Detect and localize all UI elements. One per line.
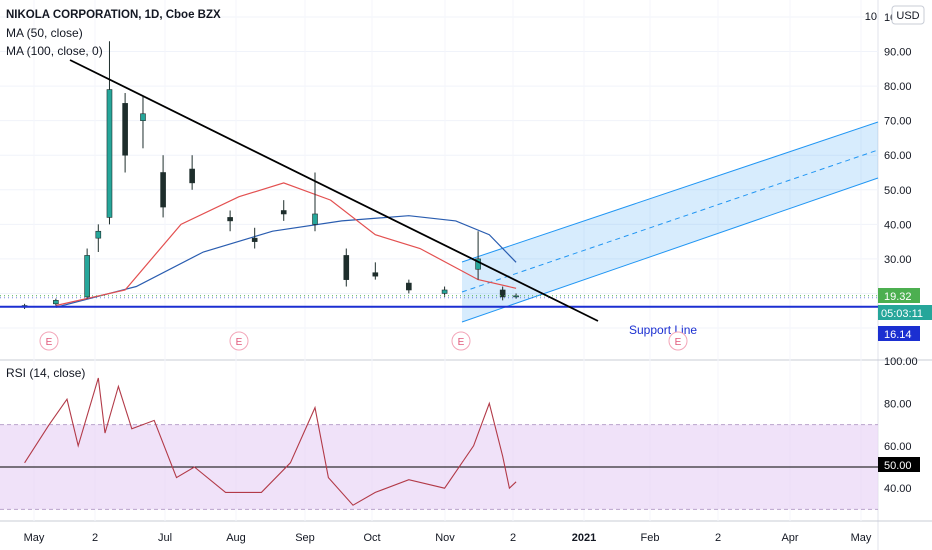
descending-trend-line[interactable] xyxy=(69,59,599,322)
rsi-tick-label: 40.00 xyxy=(884,483,912,495)
chart-title: NIKOLA CORPORATION, 1D, Cboe BZX xyxy=(6,9,221,21)
channel-fill xyxy=(462,122,878,322)
support-line-label: Support Line xyxy=(629,323,697,337)
price-tick-label: 30.00 xyxy=(884,254,912,266)
candle-body[interactable] xyxy=(122,103,128,156)
channel-bottom-line[interactable] xyxy=(461,177,879,323)
time-tick-label: Aug xyxy=(226,532,246,544)
candle-body[interactable] xyxy=(95,230,102,239)
candle-body[interactable] xyxy=(312,213,318,225)
rsi-tick-label: 100.00 xyxy=(884,356,918,368)
earnings-marker[interactable] xyxy=(451,331,471,351)
rsi-tick-label: 80.00 xyxy=(884,398,912,410)
candle-body[interactable] xyxy=(160,172,166,208)
time-tick-label: Feb xyxy=(641,532,660,544)
ma50-legend[interactable]: MA (50, close) xyxy=(6,26,83,40)
time-tick-label: 2 xyxy=(510,532,516,544)
time-tick-label: Nov xyxy=(435,532,455,544)
candle-body[interactable] xyxy=(140,113,146,121)
earnings-marker[interactable] xyxy=(668,331,688,351)
time-tick-label: 2 xyxy=(715,532,721,544)
currency-button[interactable]: USD xyxy=(891,5,925,25)
candle-body[interactable] xyxy=(475,258,481,270)
rsi-legend[interactable]: RSI (14, close) xyxy=(6,366,85,380)
rsi-midline-value: 50.00 xyxy=(884,460,912,472)
channel-mid-line[interactable] xyxy=(461,149,879,293)
channel-top-line[interactable] xyxy=(461,121,879,263)
price-tick-label: 50.00 xyxy=(884,185,912,197)
candle-body[interactable] xyxy=(189,168,195,184)
earnings-marker-label: E xyxy=(458,337,465,348)
currency-label: USD xyxy=(896,10,919,22)
candle-body[interactable] xyxy=(406,282,412,291)
candle-body[interactable] xyxy=(84,255,90,298)
price-tick-label-top: 10 xyxy=(865,11,877,23)
ma50-line[interactable] xyxy=(55,182,517,307)
earnings-marker-label: E xyxy=(236,337,243,348)
time-tick-label: 2021 xyxy=(572,532,596,544)
rsi-midline-tag: 50.00 xyxy=(878,457,920,472)
bar-countdown-value: 05:03:11 xyxy=(881,308,923,320)
price-panel[interactable] xyxy=(0,0,878,360)
last-price-tag: 19.32 xyxy=(878,288,920,303)
earnings-marker-label: E xyxy=(675,337,682,348)
candle-body[interactable] xyxy=(106,89,113,218)
time-tick-label: Sep xyxy=(295,532,315,544)
support-price-tag: 16.14 xyxy=(878,326,920,341)
parallel-channel[interactable] xyxy=(461,121,879,323)
candle-body[interactable] xyxy=(372,272,379,277)
candlestick-series[interactable] xyxy=(21,41,519,309)
rsi-axis-ticks: 100.00 80.00 60.00 40.00 xyxy=(884,356,918,495)
earnings-marker[interactable] xyxy=(39,331,59,351)
price-tick-label: 60.00 xyxy=(884,150,912,162)
time-tick-label: Jul xyxy=(158,532,172,544)
last-price-value: 19.32 xyxy=(884,291,912,303)
candle-body[interactable] xyxy=(441,289,448,294)
time-axis-ticks: May 2 Jul Aug Sep Oct Nov 2 2021 Feb 2 Apr May xyxy=(24,532,872,544)
earnings-marker-label: E xyxy=(46,337,53,348)
ma100-legend[interactable]: MA (100, close, 0) xyxy=(6,44,103,58)
time-tick-label: May xyxy=(24,532,45,544)
candle-body[interactable] xyxy=(499,289,506,298)
candle-body[interactable] xyxy=(227,217,233,222)
countdown-tag: 05:03:11 xyxy=(878,305,932,320)
price-tick-label: 80.00 xyxy=(884,81,912,93)
time-tick-label: Oct xyxy=(363,532,380,544)
time-tick-label: 2 xyxy=(92,532,98,544)
rsi-tick-label: 60.00 xyxy=(884,441,912,453)
price-tick-label: 90.00 xyxy=(884,47,912,59)
candle-body[interactable] xyxy=(53,300,59,305)
earnings-marker[interactable] xyxy=(229,331,249,351)
candle-body[interactable] xyxy=(343,255,350,280)
support-price-value: 16.14 xyxy=(884,329,912,341)
price-tick-label: 40.00 xyxy=(884,219,912,231)
candle-body[interactable] xyxy=(251,237,258,242)
rsi-line[interactable] xyxy=(24,377,517,506)
time-tick-label: Apr xyxy=(781,532,798,544)
candle-body[interactable] xyxy=(280,210,287,215)
ma100-line[interactable] xyxy=(55,215,517,308)
time-tick-label: May xyxy=(851,532,872,544)
price-tick-label: 70.00 xyxy=(884,116,912,128)
